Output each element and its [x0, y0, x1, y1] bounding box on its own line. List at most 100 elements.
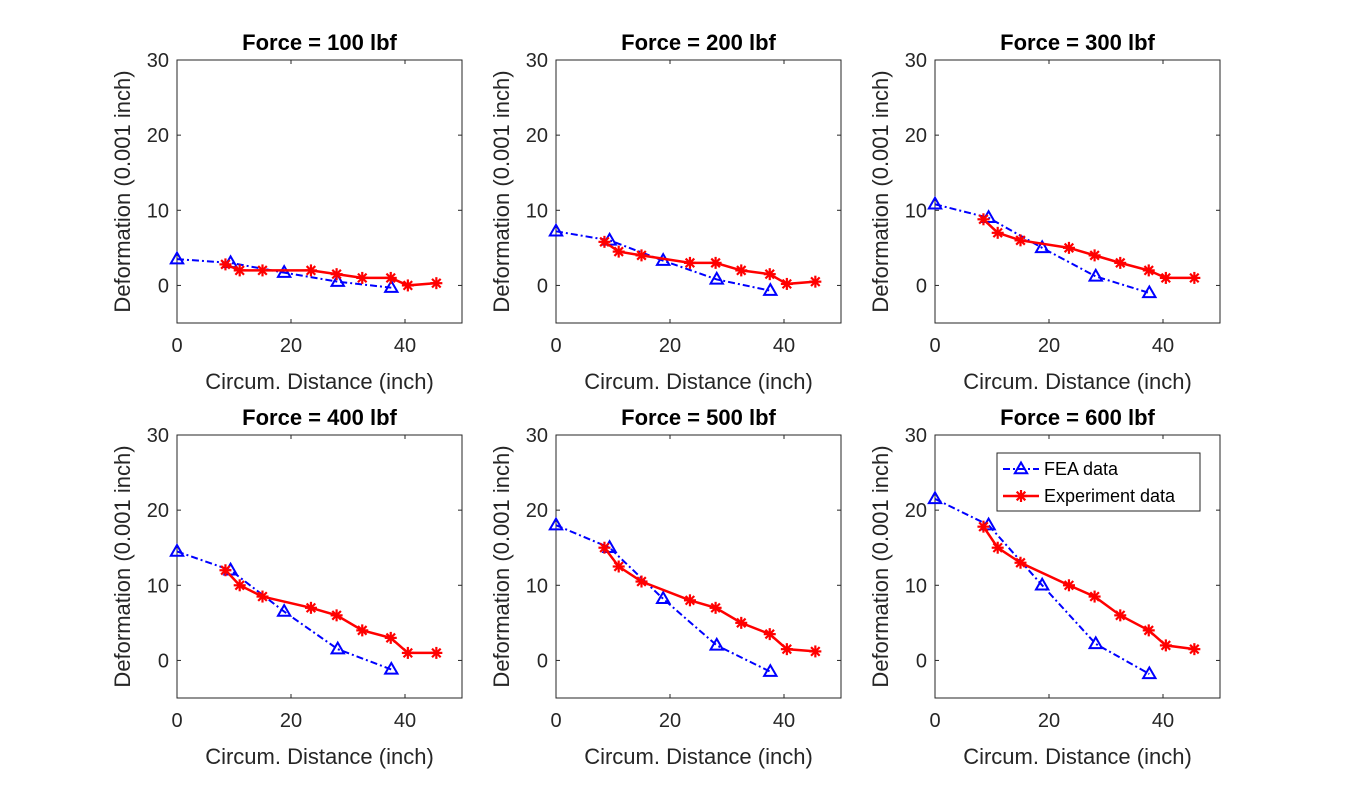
experiment-point: [331, 609, 343, 621]
panel-title: Force = 500 lbf: [621, 405, 776, 430]
experiment-point: [356, 624, 368, 636]
experiment-point: [613, 561, 625, 573]
experiment-point: [1160, 272, 1172, 284]
experiment-point: [1089, 249, 1101, 261]
fea-line: [935, 204, 1149, 293]
experiment-point: [1188, 272, 1200, 284]
experiment-point: [992, 227, 1004, 239]
panel-5: 0 10 20 30 0 20 40 Force = 500 lbf Circum. Dista…: [489, 405, 841, 769]
x-tick-label: 20: [280, 710, 302, 732]
experiment-line: [983, 219, 1194, 278]
legend-marker-experiment: [1015, 490, 1027, 502]
x-tick-label: 20: [1038, 335, 1060, 357]
x-tick-label: 0: [929, 335, 940, 357]
y-tick-label: 10: [905, 200, 927, 222]
x-tick-label: 0: [929, 710, 940, 732]
experiment-point: [385, 272, 397, 284]
y-tick-label: 10: [526, 200, 548, 222]
fea-point: [764, 284, 776, 295]
experiment-point: [1114, 609, 1126, 621]
experiment-point: [1160, 639, 1172, 651]
y-tick-label: 20: [526, 500, 548, 522]
experiment-series: [598, 236, 821, 290]
x-axis-label: Circum. Distance (inch): [205, 369, 434, 394]
y-tick-label: 30: [905, 425, 927, 447]
y-tick-label: 10: [147, 575, 169, 597]
experiment-point: [636, 249, 648, 261]
experiment-point: [710, 257, 722, 269]
panel-3: 0 10 20 30 0 20 40 Force = 300 lbf Circum. Dista…: [868, 30, 1220, 394]
experiment-point: [257, 264, 269, 276]
panel-title: Force = 200 lbf: [621, 30, 776, 55]
fea-series: [929, 492, 1156, 678]
legend-label: Experiment data: [1044, 486, 1176, 506]
y-axis-label: Deformation (0.001 inch): [868, 70, 893, 312]
fea-point: [332, 643, 344, 654]
experiment-point: [764, 268, 776, 280]
experiment-point: [305, 264, 317, 276]
y-tick-label: 30: [147, 50, 169, 72]
x-tick-label: 20: [1038, 710, 1060, 732]
experiment-point: [992, 542, 1004, 554]
experiment-point: [636, 576, 648, 588]
x-tick-label: 40: [773, 335, 795, 357]
y-tick-label: 10: [905, 575, 927, 597]
y-tick-label: 30: [526, 425, 548, 447]
y-tick-label: 0: [158, 275, 169, 297]
experiment-point: [402, 279, 414, 291]
fea-series: [171, 253, 398, 292]
x-tick-label: 20: [659, 335, 681, 357]
x-tick-label: 0: [550, 710, 561, 732]
experiment-point: [305, 602, 317, 614]
experiment-point: [1143, 624, 1155, 636]
y-tick-label: 20: [526, 125, 548, 147]
experiment-series: [598, 542, 821, 658]
experiment-point: [1015, 557, 1027, 569]
x-axis-label: Circum. Distance (inch): [584, 369, 813, 394]
panel-4: 01020300 20 40Force = 400 lbfCircum. Dista…: [110, 405, 462, 769]
y-tick-label: 30: [905, 50, 927, 72]
x-axis-label: Circum. Distance (inch): [205, 744, 434, 769]
experiment-point: [809, 276, 821, 288]
fea-point: [1090, 270, 1102, 281]
experiment-point: [430, 647, 442, 659]
y-tick-label: 10: [526, 575, 548, 597]
fea-line: [935, 499, 1149, 674]
fea-series: [929, 198, 1156, 297]
y-axis-label: Deformation (0.001 inch): [489, 445, 514, 687]
experiment-point: [219, 564, 231, 576]
experiment-point: [781, 643, 793, 655]
legend-label: FEA data: [1044, 459, 1119, 479]
experiment-point: [1063, 579, 1075, 591]
panel-2: 0 10 20 30 0 20 40 Force = 200 lbf Circum. Dista…: [489, 30, 841, 394]
y-tick-label: 30: [147, 425, 169, 447]
experiment-point: [735, 264, 747, 276]
fea-line: [556, 525, 770, 672]
experiment-point: [234, 264, 246, 276]
figure: 01020300 20 40Force = 100 lbfCircum. Dista…: [0, 0, 1350, 789]
experiment-point: [977, 213, 989, 225]
experiment-point: [781, 278, 793, 290]
fea-series: [171, 545, 398, 674]
experiment-line: [983, 527, 1194, 649]
y-tick-label: 20: [905, 125, 927, 147]
x-axis-label: Circum. Distance (inch): [963, 744, 1192, 769]
x-tick-label: 40: [773, 710, 795, 732]
experiment-point: [219, 258, 231, 270]
x-tick-label: 20: [280, 335, 302, 357]
x-tick-label: 20: [659, 710, 681, 732]
panel-1: 0 10 20 30 0 20 40 Force = 100 lbf Circum. Dista…: [110, 30, 462, 394]
y-tick-label: 20: [147, 125, 169, 147]
axes-box: [935, 60, 1220, 323]
y-tick-label: 0: [916, 650, 927, 672]
fea-line: [556, 231, 770, 290]
x-axis-label: Circum. Distance (inch): [584, 744, 813, 769]
experiment-point: [710, 602, 722, 614]
panel-title: Force = 400 lbf: [242, 405, 397, 430]
experiment-series: [977, 521, 1200, 655]
x-tick-label: 0: [550, 335, 561, 357]
experiment-point: [1188, 643, 1200, 655]
panel-title: Force = 300 lbf: [1000, 30, 1155, 55]
experiment-point: [402, 647, 414, 659]
fea-series: [550, 519, 777, 676]
